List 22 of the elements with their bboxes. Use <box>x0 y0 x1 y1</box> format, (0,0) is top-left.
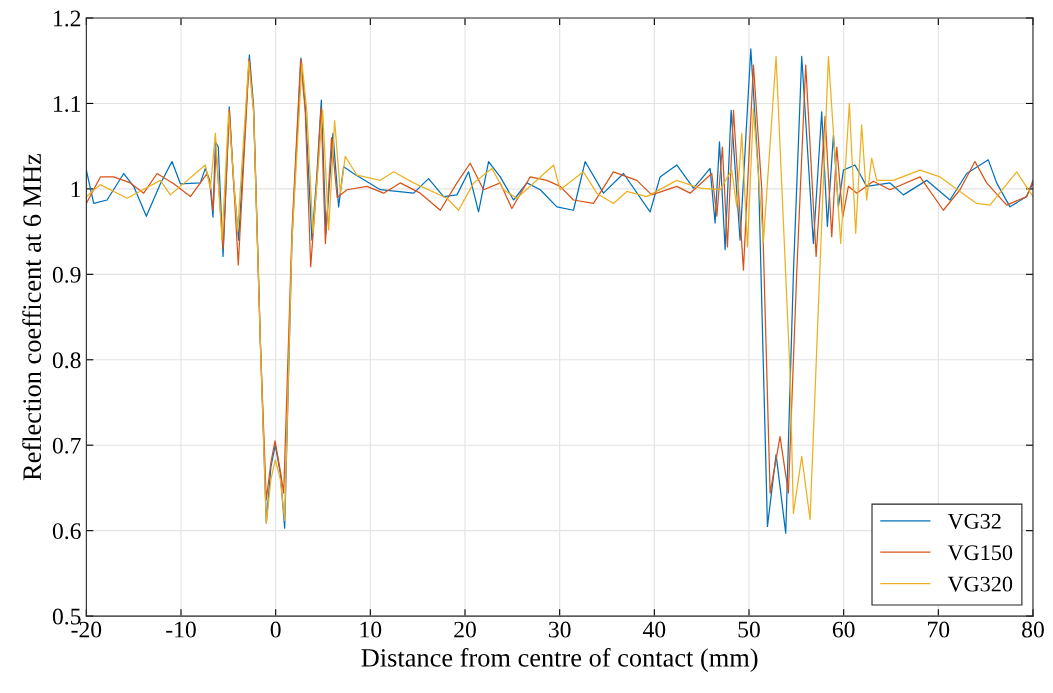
x-tick-label: -10 <box>166 621 196 638</box>
legend-label: VG32 <box>947 513 1001 529</box>
x-tick-label: 20 <box>454 621 476 638</box>
y-tick-label: 0.9 <box>52 266 81 283</box>
y-tick-label: 0.6 <box>52 523 81 540</box>
y-axis-title: Reflection coefficent at 6 MHz <box>22 153 42 481</box>
x-tick-label: 0 <box>270 621 281 638</box>
y-tick-label: 1 <box>71 181 81 198</box>
y-tick-label: 0.7 <box>52 437 81 454</box>
legend-label: VG320 <box>947 576 1013 592</box>
x-tick-label: 80 <box>1022 621 1044 638</box>
y-tick-label: 0.8 <box>52 352 81 369</box>
x-tick-label: 30 <box>548 621 571 638</box>
x-tick-label: 60 <box>832 621 855 638</box>
y-tick-label: 1.1 <box>54 96 81 112</box>
x-tick-label: 70 <box>928 621 950 638</box>
x-axis-title: Distance from centre of contact (mm) <box>361 647 758 673</box>
x-tick-label: 10 <box>360 621 382 638</box>
x-tick-label: 50 <box>738 621 760 638</box>
y-tick-label: 1.2 <box>54 10 81 27</box>
x-tick-label: 40 <box>642 621 666 638</box>
legend-label: VG150 <box>947 545 1013 561</box>
